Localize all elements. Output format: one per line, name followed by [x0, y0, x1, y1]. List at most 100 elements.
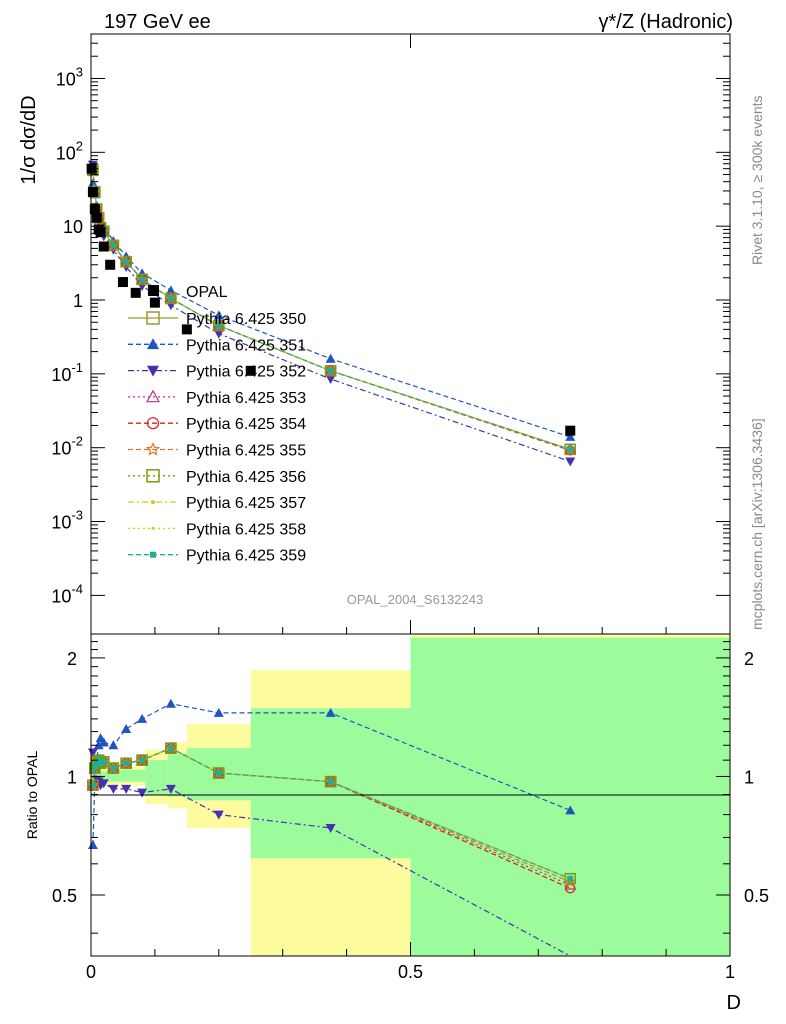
legend-label-0: Pythia 6.425 350	[186, 311, 306, 328]
series-6-ratio-point-8	[136, 754, 148, 766]
data-point-2	[89, 204, 100, 215]
y-tick-base: 10	[56, 69, 76, 89]
series-9-ratio-point-6	[110, 765, 117, 772]
series-2-ratio-point-9	[165, 784, 176, 794]
y-tick-label-bottom-2: 0.5	[52, 886, 77, 906]
legend-label-9: Pythia 6.425 359	[186, 548, 306, 565]
legend-marker-5	[145, 441, 161, 456]
data-point-7	[105, 259, 116, 270]
series-6-point-10	[213, 319, 225, 332]
series-2-ratio-point-10	[213, 810, 224, 820]
y-tick-exponent: -1	[71, 360, 83, 375]
series-2-ratio-point-6	[108, 784, 119, 794]
series-1-ratio-point-0	[87, 839, 98, 849]
y-tick-base: 10	[51, 513, 71, 533]
legend: OPAL Pythia 6.425 350 Pythia 6.425 351 Pyt…	[128, 284, 306, 565]
series-9-ratio-point-12	[567, 875, 574, 882]
top-series-group	[86, 160, 577, 467]
y-tick-label-bottom-right-1: 1	[744, 767, 754, 787]
series-line-top-2	[92, 164, 571, 463]
series-line-top-3	[92, 170, 571, 450]
series-1-ratio-point-7	[121, 723, 132, 733]
legend-label-4: Pythia 6.425 354	[186, 416, 306, 433]
y-tick-label-top-0: 103	[56, 64, 83, 89]
series-1-ratio-point-9	[165, 698, 176, 708]
data-point-9	[130, 287, 141, 298]
y-tick-base: 10	[56, 143, 76, 163]
series-line-top-4	[92, 170, 571, 451]
series-9-ratio-point-9	[167, 745, 174, 752]
series-1-ratio-point-12	[565, 805, 576, 815]
y-tick-exponent: -3	[71, 508, 83, 523]
series-6-point-7	[120, 255, 132, 268]
x-axis-title: D	[727, 992, 741, 1014]
series-1-point-11	[325, 353, 336, 363]
series-9-ratio-point-10	[215, 770, 222, 777]
y-tick-label-top-5: 10-2	[51, 434, 83, 459]
series-line-top-5	[92, 170, 571, 451]
series-line-top-9	[92, 170, 571, 450]
series-9-ratio-point-2	[93, 760, 100, 767]
y-tick-exponent: -2	[71, 434, 83, 449]
data-point-1	[87, 187, 98, 198]
y-tick-label-bottom-1: 1	[67, 767, 77, 787]
series-2-ratio-point-5	[98, 779, 109, 789]
series-2-point-10	[213, 329, 224, 339]
y-tick-label-top-3: 1	[73, 291, 83, 311]
band-green-8	[410, 637, 730, 956]
series-2-ratio-point-7	[121, 784, 132, 794]
legend-label-7: Pythia 6.425 357	[186, 495, 306, 512]
legend-label-8: Pythia 6.425 358	[186, 521, 306, 538]
series-9-ratio-point-5	[100, 758, 107, 765]
series-9-point-6	[110, 242, 117, 249]
band-green-4	[145, 760, 168, 795]
series-6-ratio-point-6	[107, 762, 120, 774]
series-6-point-11	[324, 365, 337, 377]
legend-label-5: Pythia 6.425 355	[186, 443, 306, 460]
series-line-top-6	[92, 170, 571, 450]
data-point-12	[245, 365, 256, 376]
legend-marker-8	[151, 526, 155, 530]
series-6-point-12	[564, 443, 576, 456]
series-6-ratio-point-7	[120, 757, 132, 770]
y-tick-label-top-2: 10	[63, 217, 83, 237]
series-1-point-12	[565, 431, 576, 441]
series-1-point-9	[165, 285, 176, 295]
y-tick-label-top-1: 102	[56, 138, 83, 163]
data-point-8	[117, 277, 128, 288]
legend-label-6: Pythia 6.425 356	[186, 469, 306, 486]
y-tick-label-top-4: 10-1	[51, 360, 83, 385]
analysis-label: OPAL_2004_S6132243	[347, 592, 483, 607]
x-tick-label-1: 0.5	[398, 962, 423, 982]
band-green-3	[116, 769, 146, 782]
legend-data-label: OPAL	[186, 284, 228, 301]
series-9-point-9	[167, 295, 174, 302]
series-9-ratio-point-0	[89, 782, 96, 789]
legend-marker-7	[151, 500, 155, 505]
series-line-top-7	[92, 170, 571, 450]
side-label-top: Rivet 3.1.10, ≥ 300k events	[749, 95, 765, 265]
y-tick-label-bottom-0: 2	[67, 649, 77, 669]
series-6-point-8	[136, 273, 148, 286]
series-6-point-9	[165, 292, 177, 305]
legend-marker-9	[150, 551, 156, 558]
series-9-point-10	[215, 322, 222, 329]
series-9-ratio-point-1	[91, 765, 98, 772]
side-label-bottom: mcplots.cern.ch [arXiv:1306.3436]	[749, 418, 765, 630]
series-line-top-1	[92, 183, 571, 438]
y-tick-label-top-7: 10-4	[51, 581, 83, 606]
data-point-6	[98, 241, 109, 252]
series-1-ratio-point-10	[213, 707, 224, 717]
band-green-2	[97, 771, 117, 782]
y-tick-exponent: 2	[76, 138, 83, 153]
series-2-ratio-point-11	[325, 823, 336, 833]
legend-label-2: Pythia 6.425 352	[186, 364, 306, 381]
data-point-14	[565, 425, 576, 436]
series-6-ratio-point-12	[564, 872, 576, 885]
series-1-point-10	[213, 310, 224, 320]
data-point-10	[149, 297, 160, 308]
series-1-ratio-point-5	[98, 737, 109, 747]
series-9-ratio-point-4	[97, 760, 104, 767]
y-tick-base: 10	[51, 439, 71, 459]
